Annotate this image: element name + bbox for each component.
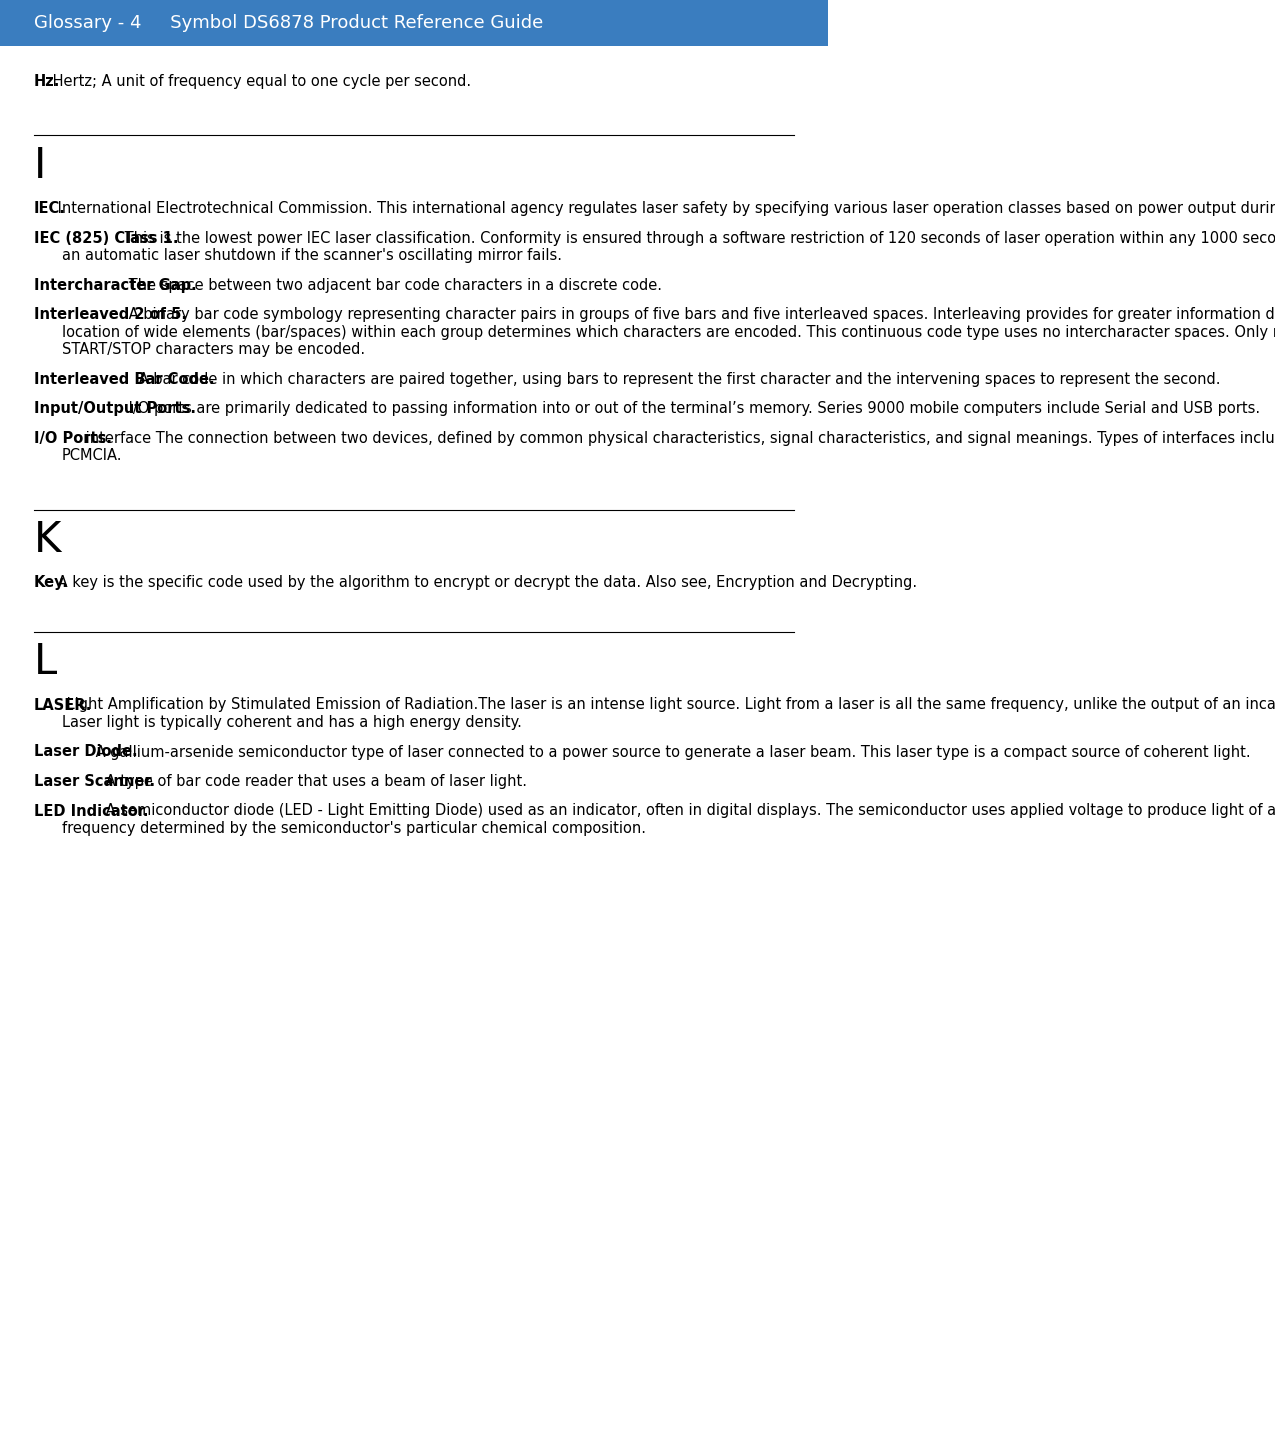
Text: Interleaved Bar Code.: Interleaved Bar Code. [33, 372, 214, 386]
Text: A bar code in which characters are paired together, using bars to represent the : A bar code in which characters are paire… [134, 372, 1220, 386]
Text: Interleaved 2 of 5.: Interleaved 2 of 5. [33, 307, 186, 322]
Text: START/STOP characters may be encoded.: START/STOP characters may be encoded. [61, 343, 365, 357]
Text: International Electrotechnical Commission. This international agency regulates l: International Electrotechnical Commissio… [52, 201, 1275, 217]
Text: The space between two adjacent bar code characters in a discrete code.: The space between two adjacent bar code … [125, 278, 663, 292]
Text: A gallium-arsenide semiconductor type of laser connected to a power source to ge: A gallium-arsenide semiconductor type of… [91, 745, 1251, 759]
Text: location of wide elements (bar/spaces) within each group determines which charac: location of wide elements (bar/spaces) w… [61, 325, 1275, 340]
Bar [0, 0, 827, 46]
Text: I/O ports are primarily dedicated to passing information into or out of the term: I/O ports are primarily dedicated to pas… [125, 401, 1261, 416]
Text: A binary bar code symbology representing character pairs in groups of five bars : A binary bar code symbology representing… [125, 307, 1275, 322]
Text: LED Indicator.: LED Indicator. [33, 804, 148, 818]
Text: Intercharacter Gap.: Intercharacter Gap. [33, 278, 196, 292]
Text: I/O Ports.: I/O Ports. [33, 431, 112, 445]
Text: frequency determined by the semiconductor's particular chemical composition.: frequency determined by the semiconducto… [61, 821, 645, 836]
Text: Hz.: Hz. [33, 74, 60, 90]
Text: K: K [33, 519, 61, 561]
Text: interface The connection between two devices, defined by common physical charact: interface The connection between two dev… [82, 431, 1275, 445]
Text: Light Amplification by Stimulated Emission of Radiation.The laser is an intense : Light Amplification by Stimulated Emissi… [62, 697, 1275, 713]
Text: LASER.: LASER. [33, 697, 92, 713]
Text: Laser light is typically coherent and has a high energy density.: Laser light is typically coherent and ha… [61, 714, 521, 730]
Text: IEC.: IEC. [33, 201, 65, 217]
Text: an automatic laser shutdown if the scanner's oscillating mirror fails.: an automatic laser shutdown if the scann… [61, 249, 562, 263]
Text: L: L [33, 642, 57, 684]
Text: IEC (825) Class 1.: IEC (825) Class 1. [33, 231, 179, 246]
Text: Input/Output Ports.: Input/Output Ports. [33, 401, 196, 416]
Text: Key.: Key. [33, 576, 69, 590]
Text: I: I [33, 145, 46, 187]
Text: PCMCIA.: PCMCIA. [61, 448, 122, 463]
Text: This is the lowest power IEC laser classification. Conformity is ensured through: This is the lowest power IEC laser class… [120, 231, 1275, 246]
Text: A key is the specific code used by the algorithm to encrypt or decrypt the data.: A key is the specific code used by the a… [52, 576, 917, 590]
Text: A semiconductor diode (LED - Light Emitting Diode) used as an indicator, often i: A semiconductor diode (LED - Light Emitt… [101, 804, 1275, 818]
Text: Hertz; A unit of frequency equal to one cycle per second.: Hertz; A unit of frequency equal to one … [48, 74, 472, 90]
Text: Laser Diode.: Laser Diode. [33, 745, 138, 759]
Text: Laser Scanner.: Laser Scanner. [33, 774, 154, 790]
Text: A type of bar code reader that uses a beam of laser light.: A type of bar code reader that uses a be… [101, 774, 527, 790]
Text: Glossary - 4     Symbol DS6878 Product Reference Guide: Glossary - 4 Symbol DS6878 Product Refer… [33, 14, 543, 32]
